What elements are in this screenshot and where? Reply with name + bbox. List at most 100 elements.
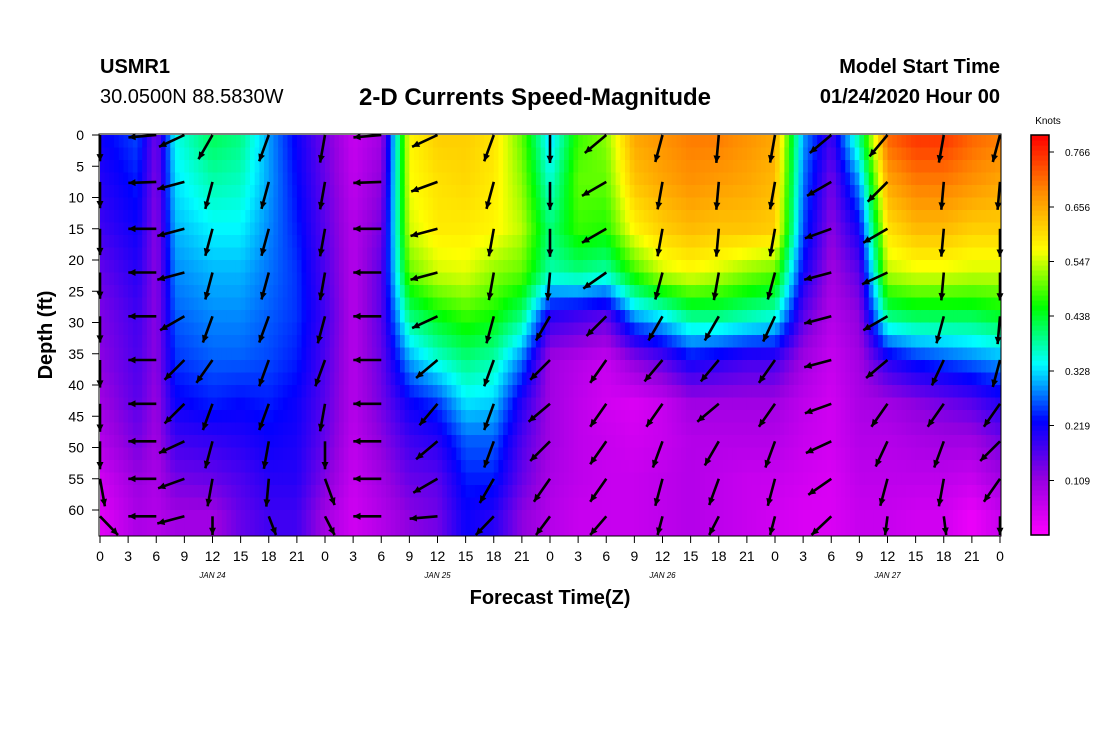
heat-cell — [503, 360, 509, 374]
heat-cell — [592, 310, 598, 324]
heat-cell — [175, 260, 181, 274]
heat-cell — [132, 260, 139, 274]
heat-cell — [554, 222, 560, 236]
station-id: USMR1 — [100, 56, 171, 78]
heat-cell — [160, 435, 167, 449]
heat-cell — [165, 360, 171, 374]
heat-cell — [540, 485, 546, 499]
heat-cell — [118, 510, 125, 524]
heat-cell — [568, 410, 575, 424]
heat-cell — [385, 522, 392, 536]
heat-cell — [545, 235, 551, 249]
heat-cell — [667, 335, 673, 349]
heat-cell — [709, 335, 715, 349]
heat-cell — [610, 147, 617, 161]
heat-cell — [156, 297, 162, 311]
heat-cell — [104, 147, 110, 161]
heat-cell — [751, 222, 757, 236]
heat-cell — [793, 210, 800, 224]
heat-cell — [432, 135, 439, 149]
heat-cell — [798, 347, 804, 361]
heat-cell — [409, 197, 415, 211]
heat-cell — [629, 185, 635, 199]
heat-cell — [193, 210, 200, 224]
heat-cell — [521, 522, 528, 536]
heat-cell — [460, 385, 467, 399]
heat-cell — [123, 485, 129, 499]
heat-cell — [489, 510, 495, 524]
heat-cell — [746, 247, 753, 261]
heat-cell — [629, 497, 635, 511]
heat-cell — [428, 497, 434, 511]
heat-cell — [742, 385, 748, 399]
heat-cell — [371, 147, 378, 161]
heat-cell — [568, 435, 575, 449]
heat-cell — [817, 497, 823, 511]
heat-cell — [165, 447, 171, 461]
heat-cell — [695, 247, 701, 261]
heat-cell — [545, 310, 551, 324]
heat-cell — [325, 272, 331, 286]
heat-cell — [404, 460, 410, 474]
heat-cell — [554, 160, 560, 174]
heat-cell — [132, 522, 139, 536]
heat-cell — [634, 235, 640, 249]
heat-cell — [432, 385, 439, 399]
heat-cell — [259, 272, 265, 286]
heat-cell — [221, 260, 228, 274]
heat-cell — [798, 372, 804, 386]
heat-cell — [235, 410, 242, 424]
heat-cell — [278, 397, 284, 411]
heat-cell — [789, 510, 795, 524]
heat-cell — [245, 510, 251, 524]
heat-cell — [301, 372, 307, 386]
heat-cell — [817, 397, 823, 411]
heat-cell — [695, 397, 701, 411]
heat-cell — [639, 472, 645, 486]
heat-cell — [751, 172, 757, 186]
heat-cell — [301, 172, 307, 186]
heat-cell — [371, 485, 378, 499]
heat-cell — [718, 210, 725, 224]
heat-cell — [475, 522, 481, 536]
heat-cell — [273, 347, 279, 361]
heat-cell — [137, 297, 143, 311]
heat-cell — [320, 397, 326, 411]
heat-cell — [737, 460, 743, 474]
heat-cell — [760, 447, 767, 461]
heat-cell — [681, 397, 687, 411]
heat-cell — [610, 510, 617, 524]
heat-cell — [226, 235, 232, 249]
heat-cell — [573, 235, 579, 249]
heat-cell — [198, 260, 204, 274]
heat-cell — [690, 472, 696, 486]
heat-cell — [756, 347, 762, 361]
heat-cell — [207, 322, 214, 336]
heat-cell — [118, 147, 125, 161]
heat-cell — [264, 522, 270, 536]
heat-cell — [653, 272, 659, 286]
heat-cell — [690, 435, 696, 449]
heat-cell — [306, 185, 312, 199]
heat-cell — [362, 135, 368, 149]
heat-cell — [578, 435, 584, 449]
heat-cell — [498, 422, 504, 436]
heat-cell — [296, 135, 303, 149]
heat-cell — [343, 460, 350, 474]
heat-cell — [587, 285, 593, 299]
heat-cell — [554, 360, 560, 374]
heat-cell — [545, 447, 551, 461]
heat-cell — [559, 410, 565, 424]
heat-cell — [282, 260, 289, 274]
heat-cell — [709, 297, 715, 311]
heat-cell — [203, 410, 209, 424]
heat-cell — [826, 372, 832, 386]
heat-cell — [507, 135, 514, 149]
heat-cell — [329, 172, 335, 186]
heat-cell — [620, 210, 626, 224]
heat-cell — [334, 185, 340, 199]
heat-cell — [723, 210, 729, 224]
heat-cell — [695, 347, 701, 361]
heat-cell — [226, 322, 232, 336]
heat-cell — [578, 172, 584, 186]
